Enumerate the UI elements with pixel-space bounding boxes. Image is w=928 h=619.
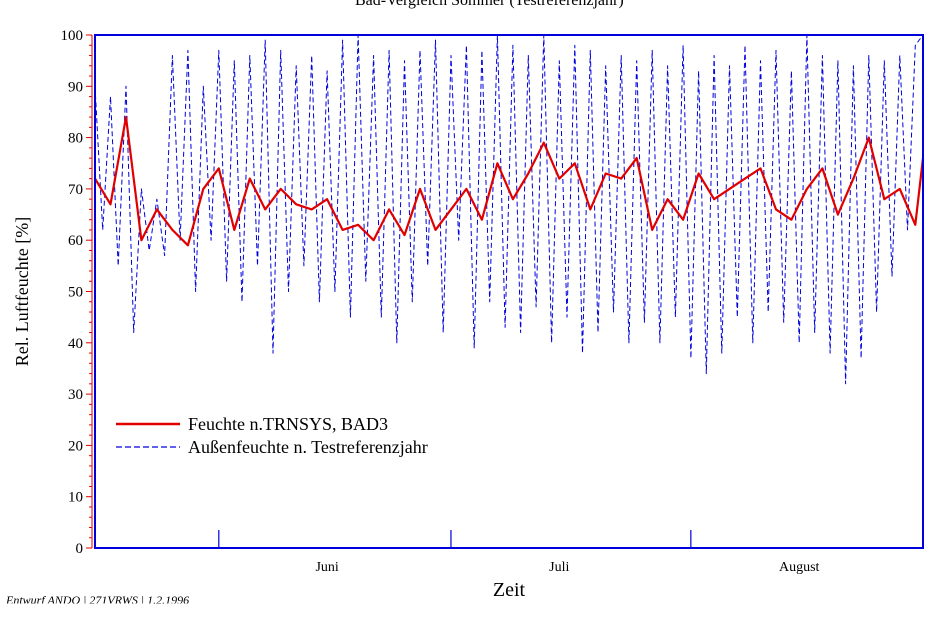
footer-note: Entwurf ANDO | 271VRWS | 1.2.1996 (6, 593, 190, 607)
plot-frame (94, 34, 924, 549)
y-axis-label: Rel. Luftfeuchte [%] (12, 217, 32, 366)
chart-title-clipped: Bad-Vergleich Sommer (Testreferenzjahr) (0, 0, 928, 20)
y-tick-label: 40 (68, 336, 83, 352)
y-tick-label: 80 (68, 131, 83, 147)
y-tick-label: 50 (68, 285, 83, 301)
y-tick-label: 0 (76, 541, 84, 557)
chart-title: Bad-Vergleich Sommer (Testreferenzjahr) (355, 0, 624, 9)
y-tick-label: 70 (68, 182, 83, 198)
y-tick-label: 100 (61, 28, 84, 44)
x-tick-label: Juli (549, 560, 569, 575)
legend: Feuchte n.TRNSYS, BAD3 Außenfeuchte n. Te… (116, 414, 428, 457)
y-tick-label: 90 (68, 79, 83, 95)
legend-label: Feuchte n.TRNSYS, BAD3 (188, 414, 388, 434)
series-line-trnsys (94, 115, 925, 247)
y-tick-label: 30 (68, 387, 83, 403)
x-axis: Juni Juli August (218, 530, 820, 575)
series-line-aussenfeuchte (94, 34, 924, 385)
x-tick-label: Juni (315, 560, 338, 575)
y-axis: 0 10 20 30 40 50 60 70 80 90 100 (61, 28, 93, 557)
legend-label: Außenfeuchte n. Testreferenzjahr (188, 437, 428, 457)
y-tick-label: 10 (68, 490, 83, 506)
y-tick-label: 20 (68, 438, 83, 454)
x-axis-label: Zeit (493, 579, 526, 601)
series-layer (94, 34, 925, 385)
x-tick-label: August (779, 560, 820, 575)
y-tick-label: 60 (68, 233, 83, 249)
